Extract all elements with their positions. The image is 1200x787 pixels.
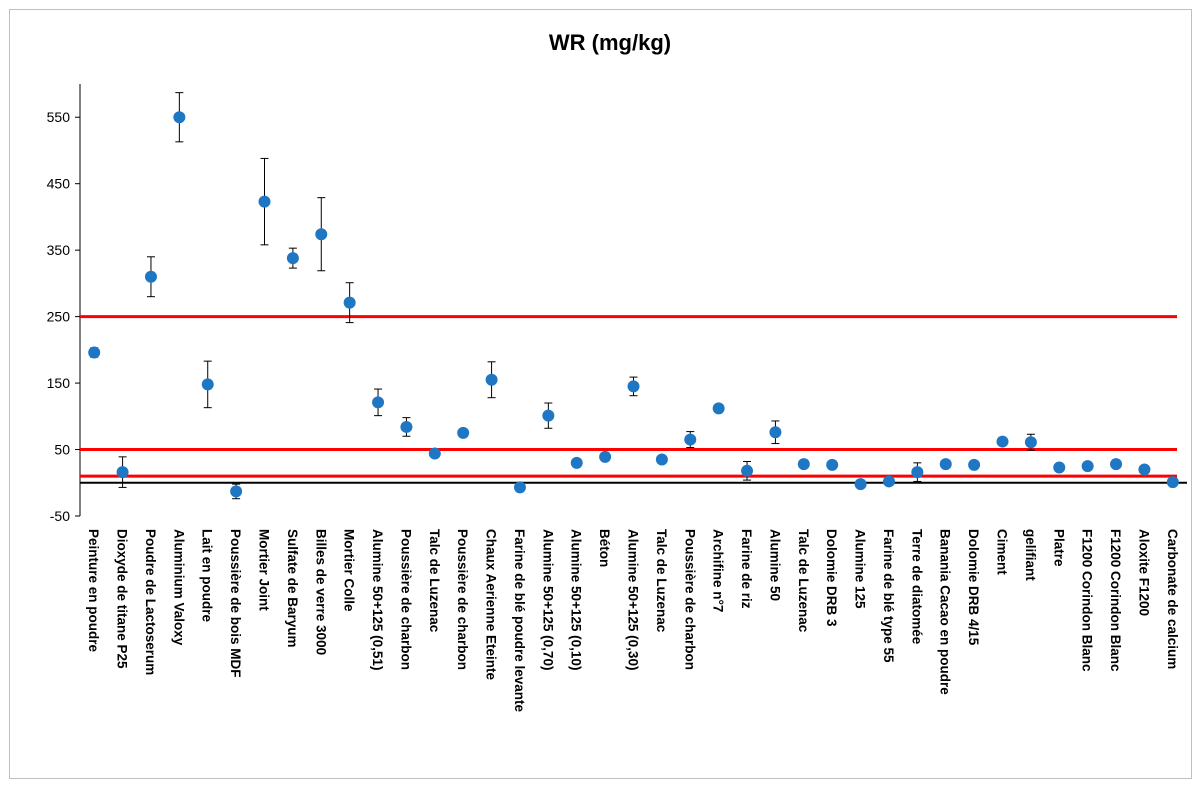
data-point xyxy=(769,426,782,439)
data-point xyxy=(315,228,328,241)
y-tick-label: 50 xyxy=(54,442,70,458)
x-tick-label: gelifiant xyxy=(1023,529,1038,581)
x-tick-label: Banania Cacao en poudre xyxy=(938,529,953,695)
x-tick-label: Lait en poudre xyxy=(200,529,215,622)
x-tick-label: Aluminium Valoxy xyxy=(171,529,186,646)
x-tick-label: Alumine 50+125 (0,70) xyxy=(540,529,555,670)
x-tick-label: Ciment xyxy=(995,529,1010,575)
x-tick-label: Mortier Joint xyxy=(257,529,272,611)
data-point xyxy=(542,409,555,422)
data-point xyxy=(1138,463,1151,476)
data-point xyxy=(911,466,924,479)
x-tick-label: Archifine n°7 xyxy=(711,529,726,612)
data-point xyxy=(400,420,413,433)
threshold-lines xyxy=(80,315,1177,478)
x-tick-label: Poudre de Lactoserum xyxy=(143,529,158,675)
data-point xyxy=(797,458,810,471)
y-tick-label: 250 xyxy=(47,309,71,325)
x-tick-label: Poussière de bois MDF xyxy=(228,529,243,678)
x-tick-label: Terre de diatomée xyxy=(909,529,924,645)
x-tick-label: Poussière de charbon xyxy=(455,529,470,670)
x-tick-label: Dioxyde de titane P25 xyxy=(115,529,130,669)
x-tick-label: Talc de Luzenac xyxy=(427,529,442,633)
data-point xyxy=(1081,460,1094,473)
data-point xyxy=(372,396,385,409)
y-tick-label: 550 xyxy=(47,109,71,125)
y-tick-label: 450 xyxy=(47,176,71,192)
y-tick-label: 150 xyxy=(47,375,71,391)
data-point xyxy=(88,346,101,359)
data-point xyxy=(1024,436,1037,449)
x-tick-label: Billes de verre 3000 xyxy=(313,529,328,655)
data-point xyxy=(343,296,356,309)
x-tick-label: Béton xyxy=(597,529,612,567)
y-axis-ticks: -50 50 150 250 350 450 550 xyxy=(47,109,80,524)
data-point xyxy=(116,466,129,479)
data-point xyxy=(599,450,612,463)
data-point xyxy=(201,378,214,391)
x-tick-label: Aloxite F1200 xyxy=(1136,529,1151,616)
x-tick-label: Sulfate de Baryum xyxy=(285,529,300,648)
chart-frame xyxy=(9,9,1192,779)
x-tick-label: Alumine 125 xyxy=(853,529,868,609)
data-point xyxy=(882,475,895,488)
data-point xyxy=(286,252,299,265)
x-tick-label: Mortier Colle xyxy=(342,529,357,612)
x-tick-label: Alumine 50+125 (0,30) xyxy=(626,529,641,670)
x-tick-label: Chaux Aerienne Eteinte xyxy=(484,529,499,681)
data-point xyxy=(741,464,754,477)
data-point xyxy=(712,402,725,415)
x-tick-label: Alumine 50 xyxy=(767,529,782,601)
data-point xyxy=(230,485,243,498)
x-tick-label: Talc de Luzenac xyxy=(654,529,669,633)
data-point xyxy=(457,426,470,439)
data-point xyxy=(144,270,157,283)
data-point xyxy=(1110,458,1123,471)
data-point xyxy=(968,458,981,471)
x-tick-label: Farine de blé type 55 xyxy=(881,529,896,663)
error-bars xyxy=(90,92,1177,500)
x-tick-label: Platre xyxy=(1051,529,1066,567)
data-point xyxy=(258,195,271,208)
x-tick-label: F1200 Corindon Blanc xyxy=(1080,529,1095,672)
x-tick-label: Carbonate de calcium xyxy=(1165,529,1180,669)
data-point xyxy=(655,453,668,466)
x-tick-label: Alumine 50+125 (0,10) xyxy=(569,529,584,670)
x-tick-label: Poussière de charbon xyxy=(398,529,413,670)
data-point xyxy=(428,447,441,460)
x-tick-label: F1200 Corindon Blanc xyxy=(1108,529,1123,672)
x-axis-labels: Peinture en poudre Dioxyde de titane P25 P… xyxy=(86,529,1180,713)
x-tick-label: Alumine 50+125 (0,51) xyxy=(370,529,385,670)
x-tick-label: Talc de Luzenac xyxy=(796,529,811,633)
data-point xyxy=(854,478,867,491)
x-tick-label: Farine de blé poudre levante xyxy=(512,529,527,713)
y-tick-label: -50 xyxy=(50,508,70,524)
y-tick-label: 350 xyxy=(47,242,71,258)
chart-title: WR (mg/kg) xyxy=(549,30,671,55)
data-point xyxy=(485,373,498,386)
data-point xyxy=(570,456,583,469)
data-point xyxy=(826,458,839,471)
data-point xyxy=(173,111,186,124)
data-point xyxy=(1053,461,1066,474)
data-point xyxy=(684,433,697,446)
data-point xyxy=(513,481,526,494)
x-tick-label: Poussière de charbon xyxy=(682,529,697,670)
x-tick-label: Dolomie DRB 3 xyxy=(824,529,839,627)
data-points xyxy=(88,111,1179,498)
data-point xyxy=(627,380,640,393)
x-tick-label: Farine de riz xyxy=(739,529,754,609)
data-point xyxy=(996,435,1009,448)
data-point xyxy=(939,458,952,471)
x-tick-label: Dolomie DRB 4/15 xyxy=(966,529,981,646)
x-tick-label: Peinture en poudre xyxy=(86,529,101,653)
data-point xyxy=(1166,476,1179,489)
